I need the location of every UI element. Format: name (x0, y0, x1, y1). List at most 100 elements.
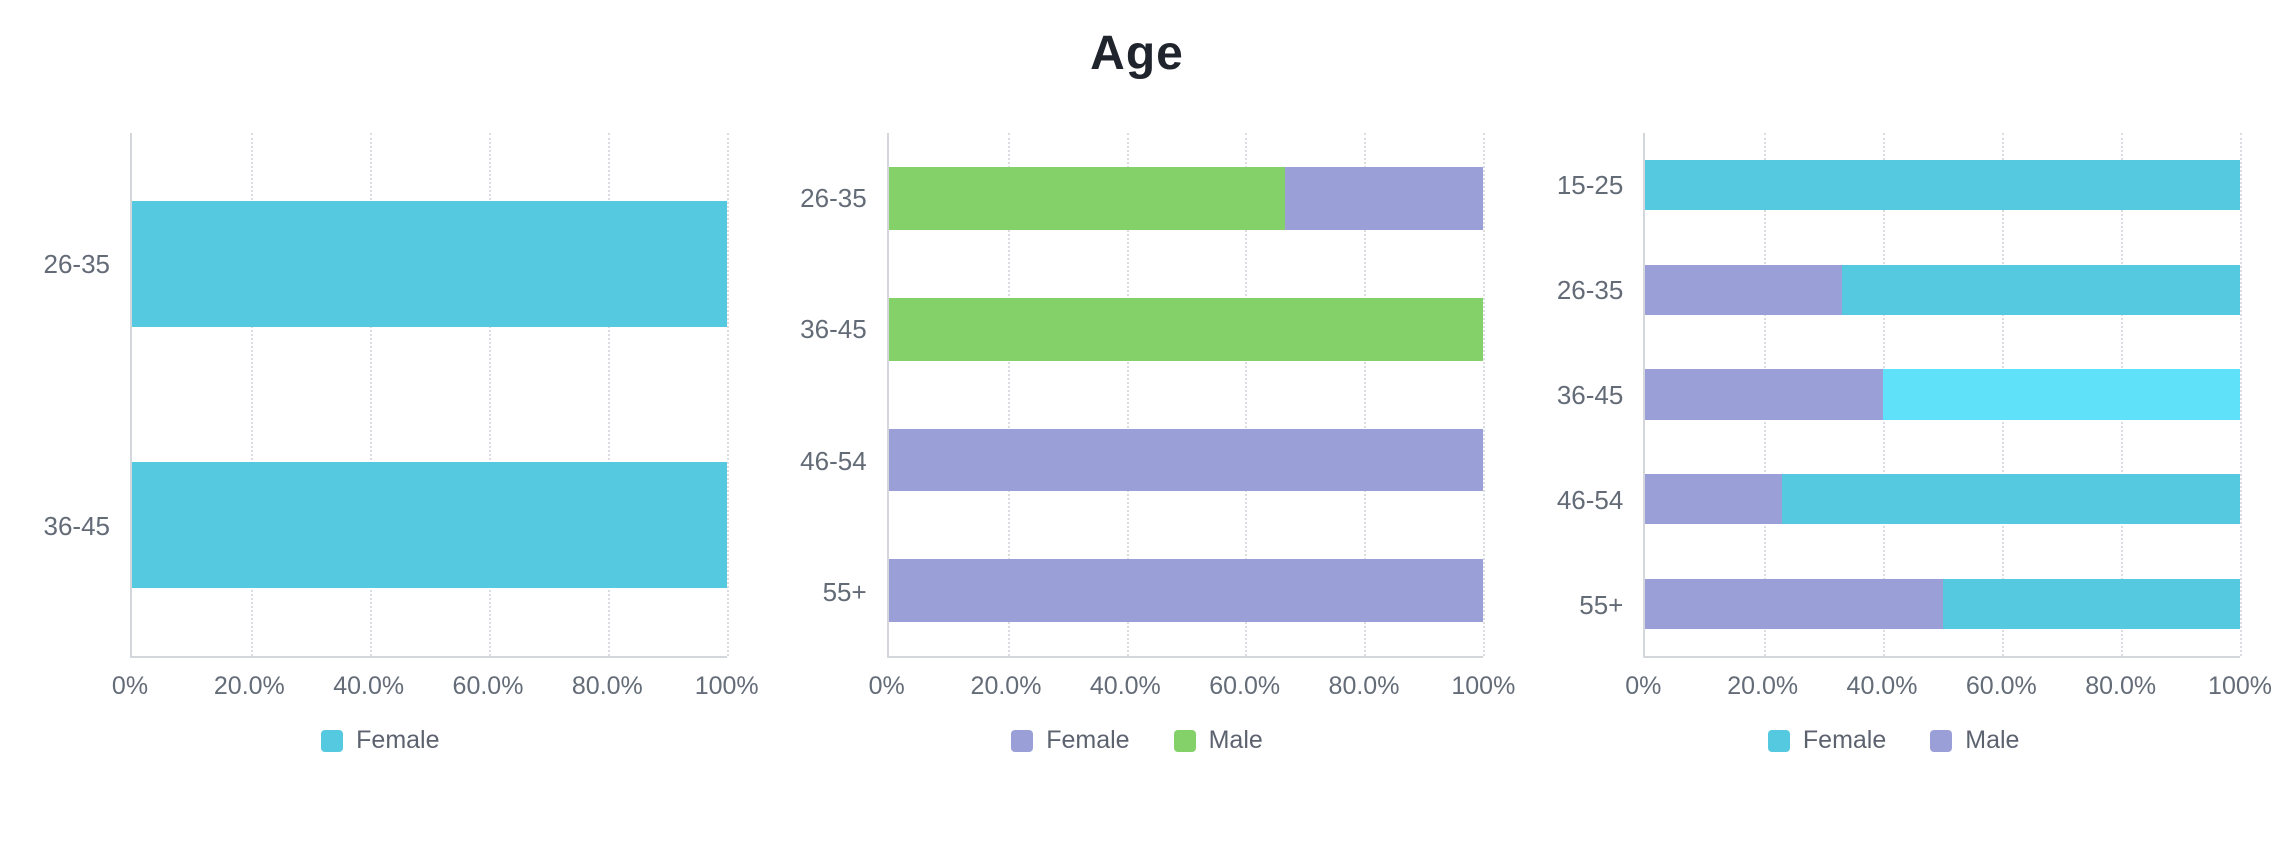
category-label: 46-54 (1556, 485, 1624, 515)
gridline (488, 133, 491, 656)
bar-segment-female[interactable] (1942, 578, 2240, 629)
x-tick-label: 80.0% (2085, 672, 2157, 700)
gridline (1483, 133, 1486, 656)
bar-row (888, 133, 1484, 264)
gridline (607, 133, 610, 656)
page-title: Age (1090, 27, 1184, 80)
x-tick-label: 60.0% (1965, 672, 2037, 700)
category-axis: 26-35 36-45 (34, 133, 130, 658)
category-label-row: 36-45 (791, 264, 887, 395)
gridline (1007, 133, 1010, 656)
chart-age-left: 26-35 36-45 0% 20.0% 40.0% 60.0% 80.0% 100% Fe… (34, 133, 759, 755)
gridline (1364, 133, 1367, 656)
x-tick-label: 40.0% (333, 672, 405, 700)
plot-wrap: 15-25 26-35 36-45 46-54 55+ (1547, 133, 2243, 658)
charts-row: 26-35 36-45 0% 20.0% 40.0% 60.0% 80.0% 100% Fe… (0, 133, 2274, 755)
legend-item-male[interactable]: Male (1930, 726, 2019, 755)
category-label: 55+ (822, 576, 867, 607)
legend-item-female[interactable]: Female (1011, 726, 1130, 755)
stacked-bar (132, 200, 727, 327)
x-tick-label: 80.0% (1328, 672, 1400, 700)
gridline (369, 133, 372, 656)
x-tick-label: 100% (694, 672, 759, 700)
x-tick-label: 0% (1625, 672, 1662, 700)
category-label: 15-25 (1556, 170, 1624, 200)
stacked-bar (1645, 264, 2240, 315)
plot-area (1643, 133, 2243, 658)
category-label: 36-45 (800, 314, 867, 345)
category-label: 26-35 (800, 183, 867, 214)
bar-segment-male[interactable] (888, 167, 1285, 230)
x-tick-label: 100% (1451, 672, 1516, 700)
x-tick-label: 0% (111, 672, 149, 700)
bar-segment-female[interactable] (1841, 264, 2240, 315)
category-label-row: 26-35 (1547, 238, 1643, 343)
x-axis: 0% 20.0% 40.0% 60.0% 80.0% 100% (869, 658, 1516, 704)
legend-item-female[interactable]: Female (321, 726, 440, 755)
bar-row (888, 264, 1484, 395)
plot-area (886, 133, 1486, 658)
category-label-row: 36-45 (34, 396, 130, 659)
x-tick-label: 20.0% (1727, 672, 1799, 700)
x-tick-label: 20.0% (213, 672, 285, 700)
category-axis: 15-25 26-35 36-45 46-54 55+ (1547, 133, 1643, 658)
x-tick-label: 0% (868, 672, 905, 700)
category-label: 36-45 (43, 511, 111, 542)
bar-segment-female[interactable] (1883, 369, 2240, 420)
x-tick-label: 20.0% (970, 672, 1042, 700)
stacked-bar (888, 297, 1484, 361)
category-label: 36-45 (1556, 380, 1624, 410)
stacked-bar (1645, 160, 2241, 211)
stacked-bar (888, 559, 1484, 622)
bar-segment-female[interactable] (1782, 473, 2240, 525)
legend-swatch (1930, 729, 1953, 752)
bar-row (1645, 133, 2241, 238)
plot-wrap: 26-35 36-45 46-54 55+ (791, 133, 1486, 658)
x-tick-label: 40.0% (1089, 672, 1161, 700)
legend-item-female[interactable]: Female (1767, 726, 1886, 755)
bar-segment-female[interactable] (888, 559, 1484, 622)
category-label: 55+ (1579, 590, 1624, 620)
bar-segment-female[interactable] (888, 428, 1484, 492)
bar-segment-female[interactable] (1645, 160, 2241, 211)
stacked-bar (1645, 578, 2240, 629)
legend-swatch (1767, 729, 1790, 752)
x-tick-label: 60.0% (1209, 672, 1281, 700)
gridline (726, 133, 729, 656)
category-label-row: 46-54 (791, 396, 887, 527)
category-axis: 26-35 36-45 46-54 55+ (791, 133, 887, 658)
bar-segment-male[interactable] (1645, 264, 1842, 315)
stacked-bar (888, 428, 1484, 492)
chart-age-middle: 26-35 36-45 46-54 55+ 0% 20.0% 40.0% 60.0% 80.0… (791, 133, 1516, 755)
bar-segment-male[interactable] (1645, 578, 1943, 629)
category-label-row: 15-25 (1547, 133, 1643, 238)
x-tick-label: 60.0% (452, 672, 524, 700)
category-label-row: 55+ (791, 527, 887, 658)
bar-row (1645, 551, 2240, 656)
bar-segment-male[interactable] (1645, 473, 1783, 525)
gridline (2240, 133, 2243, 656)
bar-row (1645, 447, 2240, 552)
legend: Female Male (1547, 726, 2240, 755)
bar-row (1645, 342, 2240, 447)
chart-age-right: 15-25 26-35 36-45 46-54 55+ 0% 20.0% 40.0% 60.0… (1547, 133, 2272, 755)
category-label: 26-35 (1556, 275, 1624, 305)
bar-segment-female[interactable] (1284, 167, 1484, 230)
x-tick-label: 100% (2208, 672, 2272, 700)
bar-segment-male[interactable] (888, 297, 1484, 361)
bar-segment-female[interactable] (132, 462, 727, 588)
x-axis: 0% 20.0% 40.0% 60.0% 80.0% 100% (112, 658, 759, 704)
x-tick-label: 40.0% (1846, 672, 1918, 700)
stacked-bar (1645, 473, 2240, 525)
category-label: 26-35 (43, 248, 111, 279)
category-label: 46-54 (800, 445, 867, 476)
legend-label: Female (356, 726, 440, 754)
bar-segment-male[interactable] (1645, 369, 1884, 420)
legend-item-male[interactable]: Male (1173, 726, 1263, 755)
category-label-row: 26-35 (34, 133, 130, 396)
bar-row (888, 525, 1484, 656)
bar-segment-female[interactable] (132, 200, 727, 327)
legend-label: Male (1208, 726, 1263, 754)
plot-area (130, 133, 729, 658)
